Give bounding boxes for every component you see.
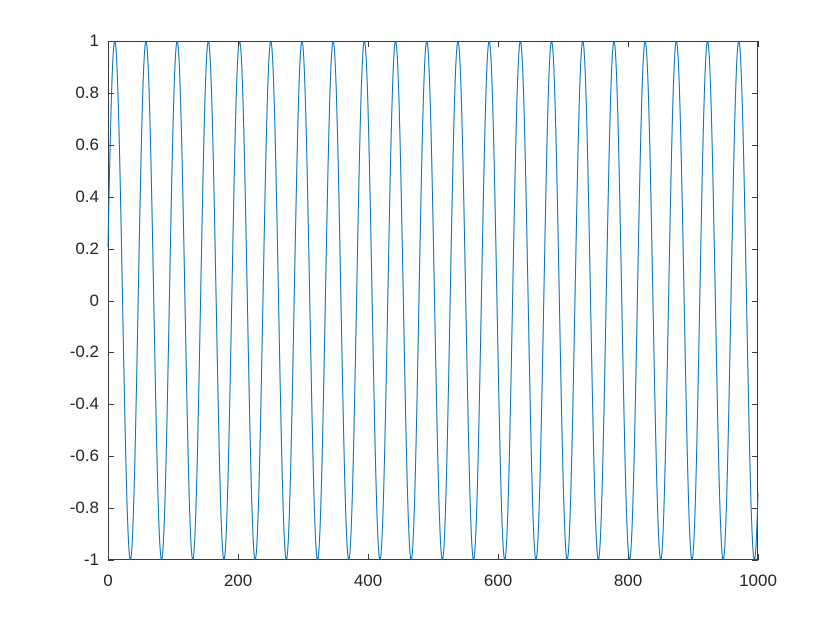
x-tick-mark-top bbox=[368, 41, 369, 47]
y-tick-mark bbox=[108, 456, 114, 458]
y-tick-mark-right bbox=[752, 404, 758, 406]
y-tick-mark-right bbox=[752, 508, 758, 510]
data-plot-svg bbox=[108, 41, 758, 560]
x-tick-mark bbox=[108, 554, 109, 560]
y-tick-label: 0.6 bbox=[75, 134, 99, 154]
y-tick-label: 0 bbox=[89, 290, 99, 310]
y-tick-label: 0.2 bbox=[75, 238, 99, 258]
y-tick-mark-right bbox=[752, 196, 758, 198]
y-tick-mark bbox=[108, 41, 114, 42]
y-tick-mark bbox=[108, 144, 114, 146]
y-tick-mark bbox=[108, 248, 114, 250]
y-tick-mark-right bbox=[752, 41, 758, 42]
y-tick-mark bbox=[108, 560, 114, 561]
x-tick-mark bbox=[628, 554, 629, 560]
x-tick-mark-top bbox=[238, 41, 239, 47]
x-tick-label: 0 bbox=[103, 571, 113, 590]
y-tick-mark-right bbox=[752, 560, 758, 561]
y-tick-label: -0.4 bbox=[69, 394, 99, 414]
y-tick-label: -0.6 bbox=[69, 446, 99, 466]
x-tick-label: 600 bbox=[483, 571, 513, 590]
y-tick-mark bbox=[108, 508, 114, 510]
x-tick-mark-top bbox=[498, 41, 499, 47]
x-tick-label: 800 bbox=[613, 571, 643, 590]
x-tick-label: 400 bbox=[353, 571, 383, 590]
x-tick-mark bbox=[498, 554, 499, 560]
y-tick-label: -0.2 bbox=[69, 342, 99, 362]
x-tick-label: 200 bbox=[223, 571, 253, 590]
x-tick-mark-top bbox=[758, 41, 759, 47]
y-tick-label: -1 bbox=[83, 550, 99, 569]
y-tick-label: -0.8 bbox=[69, 498, 99, 518]
line-series-sine bbox=[108, 41, 758, 559]
y-tick-mark bbox=[108, 300, 114, 302]
axes-area bbox=[108, 41, 759, 561]
x-tick-label: 1000 bbox=[739, 571, 777, 590]
y-tick-mark-right bbox=[752, 92, 758, 94]
y-tick-mark-right bbox=[752, 144, 758, 146]
y-tick-mark-right bbox=[752, 456, 758, 458]
x-tick-mark-top bbox=[108, 41, 109, 47]
y-tick-mark-right bbox=[752, 352, 758, 354]
y-tick-mark-right bbox=[752, 248, 758, 250]
y-tick-mark bbox=[108, 92, 114, 94]
y-tick-label: 1 bbox=[89, 31, 99, 50]
x-tick-mark bbox=[758, 554, 759, 560]
x-tick-mark bbox=[368, 554, 369, 560]
y-tick-mark bbox=[108, 404, 114, 406]
y-tick-mark-right bbox=[752, 300, 758, 302]
x-tick-mark bbox=[238, 554, 239, 560]
y-tick-mark bbox=[108, 352, 114, 354]
y-tick-mark bbox=[108, 196, 114, 198]
y-tick-label: 0.8 bbox=[75, 82, 99, 102]
y-tick-label: 0.4 bbox=[75, 186, 99, 206]
x-tick-mark-top bbox=[628, 41, 629, 47]
